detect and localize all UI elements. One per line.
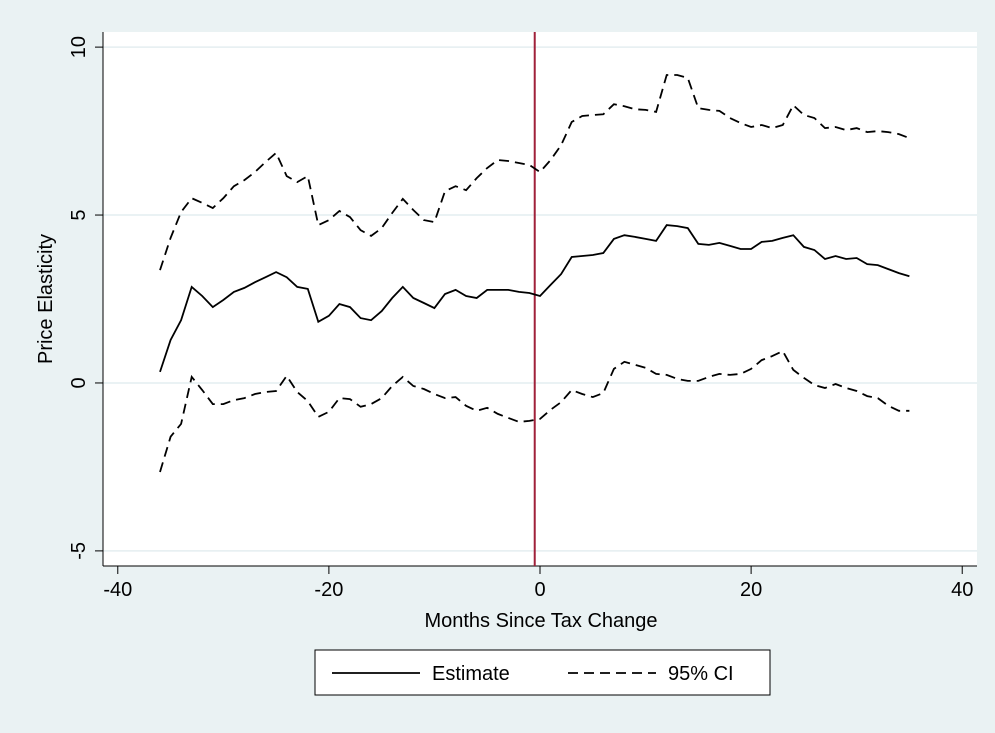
x-tick-label: 0 bbox=[534, 579, 545, 601]
y-axis-label: Price Elasticity bbox=[35, 234, 57, 364]
legend-label: Estimate bbox=[432, 663, 510, 685]
x-axis-label: Months Since Tax Change bbox=[424, 610, 657, 632]
y-tick-label: 10 bbox=[68, 36, 90, 58]
x-tick-label: 40 bbox=[951, 579, 973, 601]
y-tick-label: 5 bbox=[68, 209, 90, 220]
ci-upper-line bbox=[159, 74, 910, 271]
x-tick-label: -20 bbox=[314, 579, 343, 601]
ci-lower-line bbox=[159, 349, 910, 473]
x-tick-label: 20 bbox=[740, 579, 762, 601]
y-tick-label: -5 bbox=[68, 542, 90, 560]
y-tick-label: 0 bbox=[68, 377, 90, 388]
estimate-line bbox=[159, 224, 910, 373]
x-tick-label: -40 bbox=[103, 579, 132, 601]
plot-area bbox=[103, 32, 977, 566]
legend-label: 95% CI bbox=[668, 663, 734, 685]
